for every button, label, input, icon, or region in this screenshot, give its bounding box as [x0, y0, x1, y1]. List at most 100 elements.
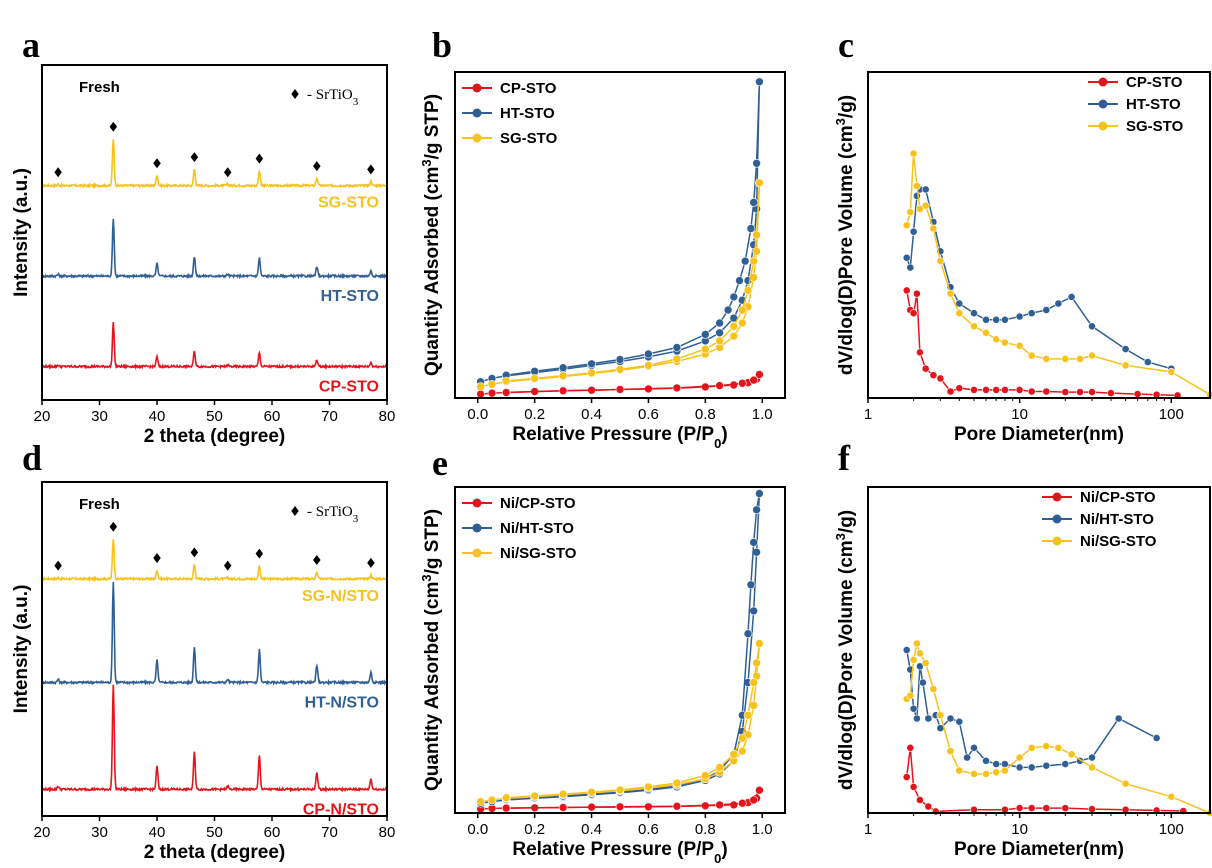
legend-marker: [291, 89, 299, 99]
data-point: [1042, 306, 1051, 314]
data-point: [672, 354, 682, 364]
data-point: [929, 224, 938, 233]
data-point: [1088, 351, 1096, 360]
data-point: [902, 221, 911, 230]
data-point: [1015, 804, 1024, 812]
x-axis-label: Relative Pressure (P/P0): [512, 424, 727, 451]
data-point: [715, 381, 724, 390]
data-point: [746, 580, 756, 590]
data-point: [740, 256, 750, 266]
data-point: [970, 322, 978, 331]
data-point: [672, 778, 682, 788]
data-point: [755, 639, 764, 648]
data-point: [909, 309, 918, 318]
data-point: [929, 685, 938, 693]
chart-b: b 0.0 0.2 0.4 0.6 0.8 1.0 Relative Pressure (P/…: [419, 25, 786, 451]
x-axis-label: 2 theta (degree): [144, 842, 285, 863]
data-point: [946, 747, 955, 755]
x-tick-label: 0.0: [467, 821, 488, 838]
x-tick-label: 1: [864, 821, 872, 838]
data-point: [936, 257, 945, 265]
data-point: [1027, 351, 1036, 360]
data-point: [672, 801, 682, 811]
data-point: [946, 387, 955, 396]
data-point: [558, 386, 568, 396]
panel-label: a: [22, 25, 40, 65]
y-axis-label: dV/dlog(D)Pore Volume (cm3/g): [833, 95, 858, 375]
data-point: [916, 662, 924, 671]
data-point: [1121, 361, 1130, 370]
data-point: [743, 286, 753, 295]
x-axis-label: Pore Diameter(nm): [954, 424, 1124, 445]
x-axis-label: Pore Diameter(nm): [954, 839, 1124, 860]
data-point: [1088, 388, 1096, 396]
sample-state-label: Fresh: [79, 496, 120, 513]
data-point: [1015, 312, 1024, 321]
x-tick-label: 0.0: [467, 406, 488, 423]
x-tick-label: 0.4: [581, 821, 602, 838]
series-line-CP-STO: [905, 290, 1178, 397]
x-tick-label: 1: [864, 406, 872, 423]
peak-marker: [313, 555, 321, 566]
legend-label: HT-STO: [500, 105, 555, 122]
chart-c: c 1 10 100 Pore Diameter(nm) dV/dlog(D)Pore V…: [833, 25, 1212, 445]
data-point: [1015, 753, 1024, 762]
peak-marker: [54, 167, 62, 178]
data-point: [982, 756, 990, 765]
data-point: [1054, 743, 1063, 752]
data-point: [913, 639, 921, 648]
peak-marker: [223, 167, 232, 178]
x-tick-label: 30: [91, 824, 108, 841]
data-point: [1061, 388, 1070, 396]
data-point: [1088, 322, 1096, 331]
series-label: SG-N/STO: [302, 588, 379, 605]
data-point: [672, 383, 682, 393]
legend-label: SG-STO: [1126, 118, 1184, 135]
data-point: [992, 315, 1001, 324]
x-tick-label: 20: [34, 824, 51, 841]
peak-marker: [109, 521, 118, 532]
axes-frame: [41, 481, 388, 817]
data-point: [970, 770, 978, 778]
data-point: [1167, 792, 1176, 801]
data-point: [615, 385, 625, 394]
peak-marker: [255, 153, 264, 164]
data-point: [715, 800, 724, 810]
data-point: [909, 704, 918, 713]
data-point: [530, 791, 540, 801]
data-point: [1015, 763, 1024, 772]
x-tick-label: 40: [149, 408, 166, 425]
x-tick-label: 50: [206, 408, 223, 425]
data-point: [919, 678, 927, 687]
data-point: [992, 385, 1001, 394]
series-line-SG-STO: [905, 153, 1211, 396]
data-point: [902, 286, 911, 295]
data-point: [644, 361, 653, 370]
data-point: [1133, 390, 1142, 398]
data-point: [501, 793, 511, 803]
peak-marker: [190, 152, 199, 163]
data-point: [1061, 354, 1070, 363]
data-point: [1001, 766, 1009, 775]
data-point: [929, 371, 938, 380]
legend-marker: [472, 523, 482, 533]
data-point: [752, 230, 761, 240]
data-point: [700, 771, 710, 780]
data-point: [916, 348, 924, 357]
x-tick-label: 70: [321, 824, 338, 841]
data-point: [587, 368, 596, 378]
data-point: [1152, 734, 1161, 742]
data-point: [749, 198, 759, 207]
data-point: [729, 321, 739, 331]
legend-label: Ni/HT-STO: [500, 520, 574, 537]
y-axis-label: Intensity (a.u.): [11, 585, 32, 714]
data-point: [1015, 341, 1024, 350]
data-point: [921, 364, 930, 373]
data-point: [955, 766, 964, 775]
data-point: [737, 733, 747, 743]
series-line-HT-STO: [41, 218, 388, 280]
x-tick-label: 60: [264, 824, 281, 841]
data-point: [476, 382, 485, 391]
panel-label: c: [838, 25, 854, 65]
data-point: [755, 370, 764, 379]
